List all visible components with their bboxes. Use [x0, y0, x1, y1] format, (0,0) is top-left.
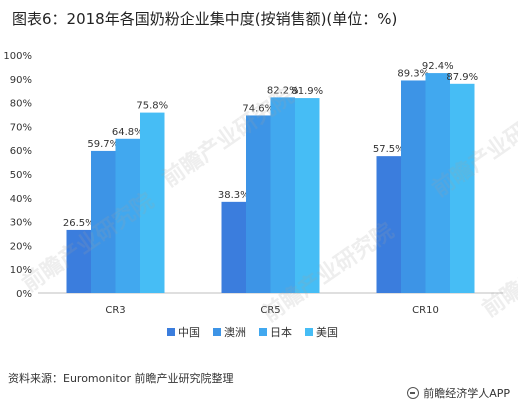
- data-label: 75.8%: [136, 101, 168, 112]
- y-tick-label: 30%: [10, 218, 32, 229]
- data-label: 57.5%: [373, 144, 405, 155]
- bar: [221, 201, 246, 293]
- y-tick-label: 90%: [10, 75, 32, 86]
- bar: [66, 229, 91, 293]
- bar: [91, 150, 116, 293]
- legend-label: 日本: [270, 325, 292, 339]
- bar: [401, 80, 426, 293]
- bar: [376, 156, 401, 293]
- data-label: 82.2%: [267, 85, 299, 96]
- bar: [450, 83, 475, 293]
- chart-title: 图表6：2018年各国奶粉企业集中度(按销售额)(单位：%): [12, 10, 398, 28]
- legend-swatch: [167, 328, 175, 336]
- x-tick-label: CR10: [412, 305, 439, 316]
- legend-swatch: [213, 328, 221, 336]
- bar-chart: 0% 10% 20% 30% 40% 50% 60% 70% 80% 90% 100% 26.5% 59…: [3, 51, 503, 339]
- y-tick-label: 80%: [10, 99, 32, 110]
- legend-swatch: [259, 328, 267, 336]
- data-label: 89.3%: [397, 68, 429, 79]
- y-tick-label: 100%: [3, 51, 32, 62]
- bar: [140, 112, 165, 293]
- source-note: 资料来源：Euromonitor 前瞻产业研究院整理: [8, 372, 234, 385]
- y-tick-label: 60%: [10, 146, 32, 157]
- y-tick-label: 20%: [10, 241, 32, 252]
- bar: [270, 97, 295, 293]
- y-tick-label: 0%: [16, 289, 32, 300]
- bar: [115, 138, 140, 293]
- legend-label: 中国: [178, 326, 200, 339]
- data-label: 92.4%: [422, 61, 454, 72]
- bar: [425, 73, 450, 293]
- data-label: 87.9%: [446, 72, 478, 83]
- data-label: 64.8%: [112, 127, 144, 138]
- brand-label: 前瞻经济学人APP: [407, 385, 510, 401]
- data-label: 26.5%: [63, 218, 95, 229]
- x-tick-label: CR3: [105, 305, 125, 316]
- y-tick-label: 10%: [10, 265, 32, 276]
- bar: [246, 115, 271, 294]
- legend-label: 澳洲: [224, 326, 246, 339]
- legend-label: 美国: [316, 326, 338, 339]
- brand-text: 前瞻经济学人APP: [423, 387, 510, 400]
- data-label: 81.9%: [291, 86, 323, 97]
- bar: [295, 98, 320, 293]
- y-tick-label: 50%: [10, 170, 32, 181]
- y-tick-label: 40%: [10, 194, 32, 205]
- data-label: 38.3%: [218, 190, 250, 201]
- data-label: 59.7%: [87, 139, 119, 150]
- data-label: 74.6%: [242, 103, 274, 114]
- legend-swatch: [305, 328, 313, 336]
- y-tick-label: 70%: [10, 122, 32, 133]
- x-tick-label: CR5: [260, 305, 280, 316]
- brand-logo-icon: [407, 387, 420, 399]
